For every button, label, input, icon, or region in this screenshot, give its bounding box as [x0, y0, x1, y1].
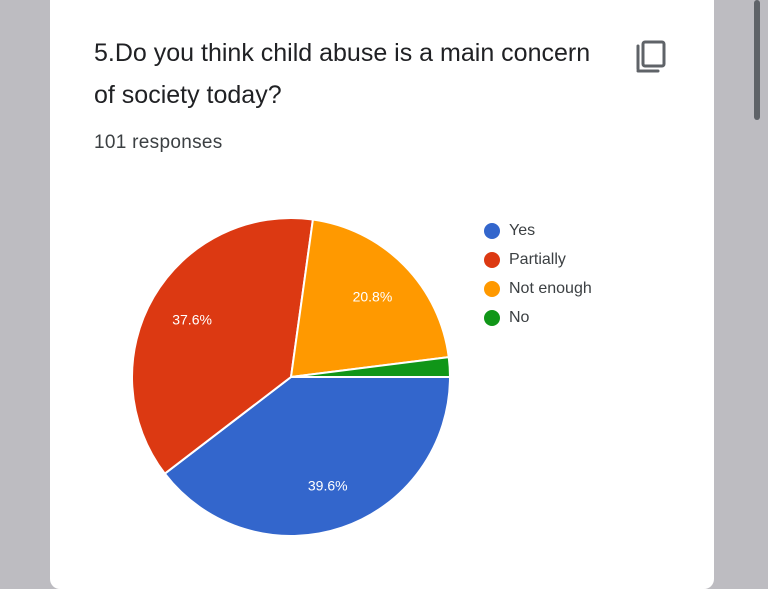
copy-icon	[636, 40, 666, 73]
legend-label-partially: Partially	[509, 250, 566, 268]
chart-legend: Yes Partially Not enough No	[484, 216, 592, 332]
page-scrollbar[interactable]	[754, 0, 760, 120]
question-card: 5.Do you think child abuse is a main con…	[50, 0, 714, 589]
response-count: 101 responses	[94, 132, 223, 153]
legend-label-not-enough: Not enough	[509, 279, 592, 297]
pie-label-partially: 37.6%	[172, 311, 212, 327]
legend-item-no[interactable]: No	[484, 303, 592, 332]
pie-chart: 39.6% 37.6% 20.8%	[131, 217, 452, 537]
pie-slice-not-enough[interactable]	[289, 218, 450, 379]
legend-swatch-partially	[484, 251, 500, 268]
legend-label-no: No	[509, 308, 530, 326]
copy-chart-button[interactable]	[626, 36, 670, 80]
legend-swatch-no	[484, 309, 500, 326]
legend-label-yes: Yes	[509, 221, 536, 239]
question-title: 5.Do you think child abuse is a main con…	[94, 39, 591, 109]
legend-item-yes[interactable]: Yes	[484, 216, 592, 245]
legend-item-not-enough[interactable]: Not enough	[484, 274, 592, 303]
pie-slice-partially[interactable]	[131, 217, 315, 476]
pie-slice-yes[interactable]	[163, 376, 452, 537]
pie-label-yes: 39.6%	[308, 477, 348, 493]
pie-label-not-enough: 20.8%	[353, 289, 393, 305]
legend-swatch-yes	[484, 222, 500, 239]
pie-slice-no[interactable]	[290, 355, 452, 378]
legend-item-partially[interactable]: Partially	[484, 245, 592, 274]
legend-swatch-not-enough	[484, 280, 500, 297]
